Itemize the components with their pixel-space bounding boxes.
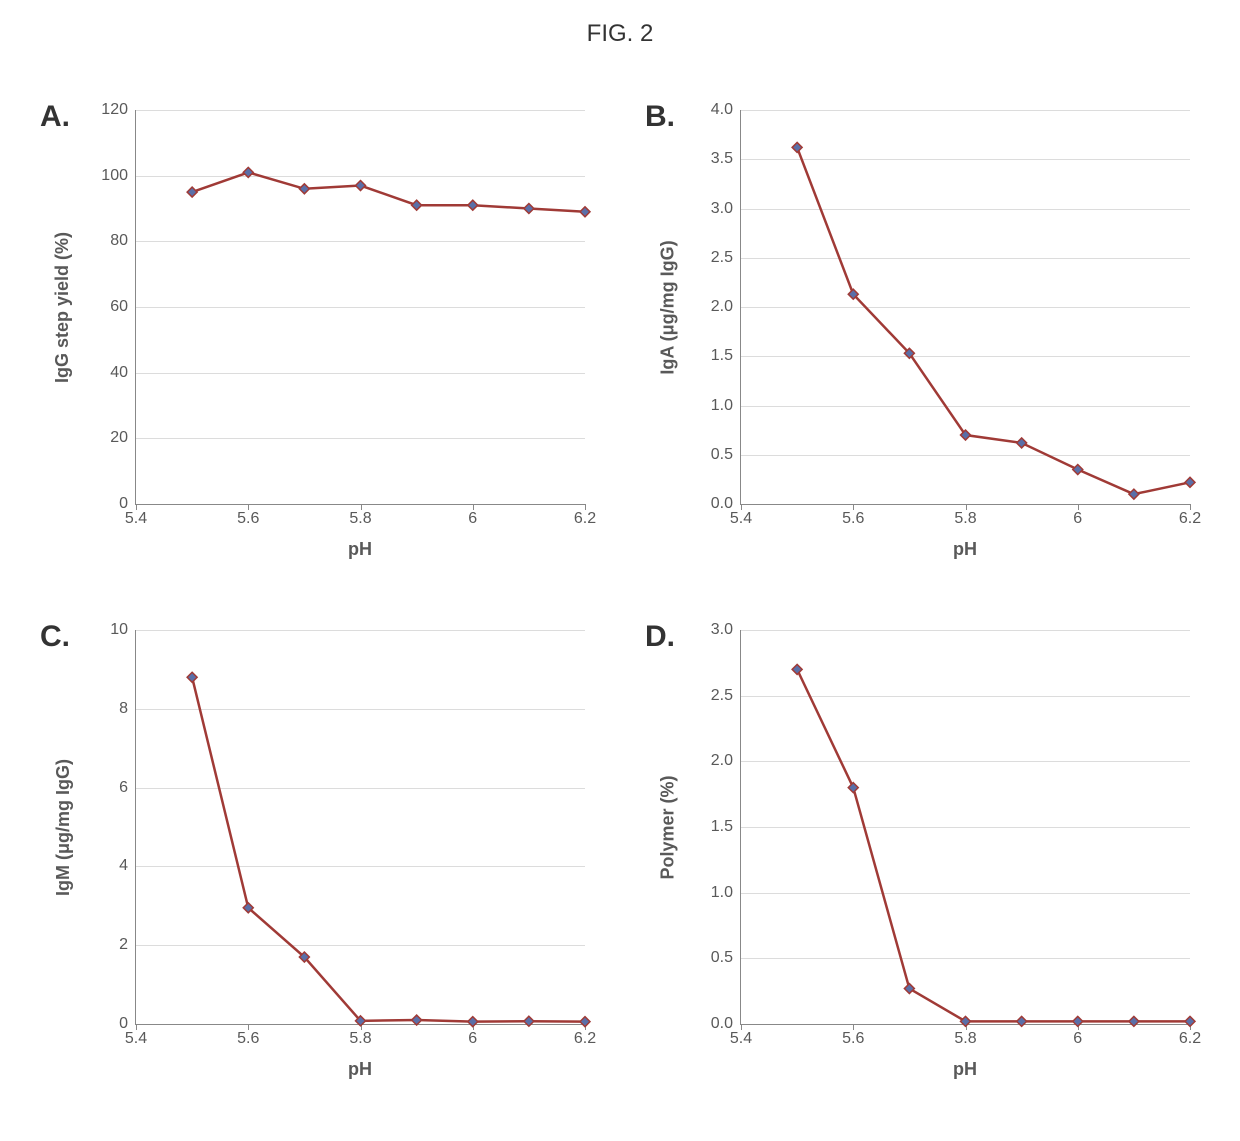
x-tick-label: 5.6 [237,504,259,528]
y-axis-label-b: IgA (μg/mg IgG) [657,110,679,505]
data-marker [187,672,197,682]
y-tick-label: 3.5 [711,150,741,168]
y-tick-label: 10 [110,621,136,639]
y-tick-label: 0.5 [711,949,741,967]
x-tick-label: 6.2 [1179,504,1201,528]
data-marker [524,204,534,214]
x-tick-label: 5.4 [125,504,147,528]
plot-area-d: 0.00.51.01.52.02.53.05.45.65.866.2 [740,630,1190,1025]
plot-area-a: 0204060801001205.45.65.866.2 [135,110,585,505]
data-marker [412,1015,422,1025]
x-tick-label: 5.6 [842,1024,864,1048]
data-series [741,630,1190,1024]
y-tick-label: 1.0 [711,884,741,902]
x-tick-label: 5.8 [349,504,371,528]
x-axis-label-b: pH [740,539,1190,560]
data-series [136,110,585,504]
plot-area-c: 02468105.45.65.866.2 [135,630,585,1025]
y-tick-label: 20 [110,429,136,447]
figure-title: FIG. 2 [0,20,1240,48]
data-marker [1073,465,1083,475]
y-tick-label: 40 [110,364,136,382]
y-tick-label: 120 [101,101,136,119]
data-marker [904,984,914,994]
panel-b: B. IgA (μg/mg IgG) 0.00.51.01.52.02.53.0… [645,100,1200,580]
y-tick-label: 4 [119,857,136,875]
data-marker [187,187,197,197]
x-tick-label: 5.8 [954,1024,976,1048]
data-marker [1185,477,1195,487]
x-tick-label: 5.4 [730,1024,752,1048]
x-axis-label-a: pH [135,539,585,560]
y-tick-label: 4.0 [711,101,741,119]
y-axis-label-a: IgG step yield (%) [52,110,74,505]
data-marker [299,184,309,194]
data-marker [468,200,478,210]
panel-d: D. Polymer (%) 0.00.51.01.52.02.53.05.45… [645,620,1200,1100]
x-tick-label: 6 [1073,1024,1082,1048]
y-axis-label-c: IgM (μg/mg IgG) [52,630,74,1025]
data-marker [792,664,802,674]
y-tick-label: 1.5 [711,347,741,365]
series-line [192,677,585,1021]
y-tick-label: 2.5 [711,687,741,705]
y-tick-label: 1.5 [711,818,741,836]
y-tick-label: 100 [101,167,136,185]
y-tick-label: 2.5 [711,249,741,267]
y-tick-label: 3.0 [711,200,741,218]
x-tick-label: 6 [1073,504,1082,528]
panel-a: A. IgG step yield (%) 0204060801001205.4… [40,100,595,580]
y-tick-label: 80 [110,232,136,250]
data-marker [1017,438,1027,448]
y-tick-label: 1.0 [711,397,741,415]
data-marker [792,142,802,152]
series-line [797,147,1190,494]
data-marker [580,207,590,217]
y-tick-label: 60 [110,298,136,316]
data-marker [1129,489,1139,499]
data-marker [848,783,858,793]
x-tick-label: 5.6 [237,1024,259,1048]
y-tick-label: 6 [119,779,136,797]
panel-grid: A. IgG step yield (%) 0204060801001205.4… [40,100,1200,1100]
x-axis-label-d: pH [740,1059,1190,1080]
x-tick-label: 5.6 [842,504,864,528]
plot-area-b: 0.00.51.01.52.02.53.03.54.05.45.65.866.2 [740,110,1190,505]
y-tick-label: 2.0 [711,298,741,316]
y-tick-label: 0.5 [711,446,741,464]
y-tick-label: 3.0 [711,621,741,639]
y-tick-label: 2.0 [711,752,741,770]
data-marker [1017,1016,1027,1026]
y-axis-label-d: Polymer (%) [657,630,679,1025]
x-tick-label: 6.2 [574,504,596,528]
y-tick-label: 8 [119,700,136,718]
data-marker [1129,1016,1139,1026]
x-tick-label: 6 [468,504,477,528]
data-marker [243,167,253,177]
x-tick-label: 5.8 [954,504,976,528]
data-marker [524,1016,534,1026]
figure-page: { "figure_title": "FIG. 2", "global": { … [0,0,1240,1141]
x-axis-label-c: pH [135,1059,585,1080]
x-tick-label: 5.4 [125,1024,147,1048]
x-tick-label: 6.2 [1179,1024,1201,1048]
y-tick-label: 2 [119,936,136,954]
series-line [797,669,1190,1021]
panel-c: C. IgM (μg/mg IgG) 02468105.45.65.866.2 … [40,620,595,1100]
x-tick-label: 5.4 [730,504,752,528]
data-series [136,630,585,1024]
data-marker [356,181,366,191]
data-series [741,110,1190,504]
data-marker [412,200,422,210]
x-tick-label: 5.8 [349,1024,371,1048]
